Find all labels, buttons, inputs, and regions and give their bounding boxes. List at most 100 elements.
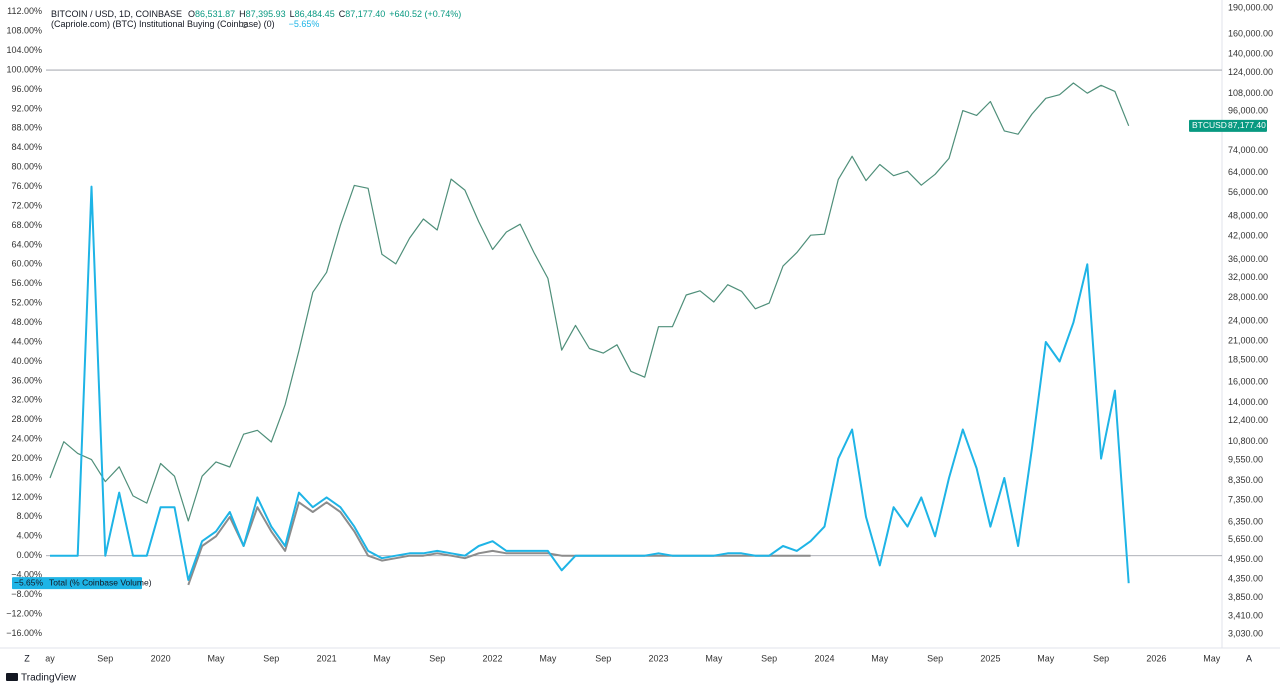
y2-tick-label: 48,000.00 [1228,210,1268,220]
y2-tick-label: 18,500.00 [1228,355,1268,365]
x-tick-label: Sep [927,653,943,663]
x-tick-label: 2022 [483,653,503,663]
x-tick-label: Sep [97,653,113,663]
legend-entry: Total (% Coinbase Volume) [49,577,152,587]
x-tick-label: May [207,653,225,663]
y-tick-label: 36.00% [11,375,42,385]
corner-label: A [1246,653,1252,663]
symbol: BITCOIN / USD, 1D, COINBASE [51,9,182,19]
ohlc-value: 87,177.40 [345,9,385,19]
price-tag-symbol: BTCUSD [1192,120,1227,130]
y2-tick-label: 4,350.00 [1228,574,1263,584]
x-tick-label: Sep [595,653,611,663]
y-tick-label: 92.00% [11,103,42,113]
y2-tick-label: 3,850.00 [1228,592,1263,602]
y-tick-label: −4.00% [11,570,42,580]
y-tick-label: 40.00% [11,356,42,366]
y-tick-label: 56.00% [11,278,42,288]
ohlc-value: 87,395.93 [246,9,286,19]
y2-tick-label: 190,000.00 [1228,2,1273,12]
x-tick-label: Sep [429,653,445,663]
y-tick-label: 108.00% [6,26,42,36]
corner-label: Z [24,653,30,663]
y-tick-label: 68.00% [11,220,42,230]
y-tick-label: 8.00% [16,511,42,521]
y2-tick-label: 160,000.00 [1228,28,1273,38]
indicator-tag [12,577,142,590]
x-tick-label: 2020 [151,653,171,663]
y2-tick-label: 3,030.00 [1228,628,1263,638]
ohlc-value: 86,531.87 [195,9,235,19]
y2-tick-label: 7,350.00 [1228,494,1263,504]
indicator-value: −5.65% [289,19,320,29]
y-tick-label: 20.00% [11,453,42,463]
y-tick-label: 112.00% [7,6,42,16]
y-tick-label: 80.00% [11,162,42,172]
x-tick-label: Sep [263,653,279,663]
x-tick-label: Sep [761,653,777,663]
y2-tick-label: 140,000.00 [1228,49,1273,59]
y2-tick-label: 74,000.00 [1228,145,1268,155]
indicator-icon [242,22,248,28]
y2-tick-label: 56,000.00 [1228,187,1268,197]
indicator-tag-value: −5.65% [14,577,44,587]
series-line [49,82,1130,522]
change: +640.52 (+0.74%) [389,9,461,19]
indicator-name: (Capriole.com) (BTC) Institutional Buyin… [51,19,275,29]
y-tick-label: 52.00% [11,298,42,308]
y2-tick-label: 96,000.00 [1228,106,1268,116]
y-tick-label: 88.00% [11,123,42,133]
x-tick-label: 2025 [980,653,1000,663]
y-tick-label: 4.00% [16,531,42,541]
y-tick-label: 84.00% [11,142,42,152]
y-tick-label: −12.00% [6,608,42,618]
y-tick-label: 28.00% [11,414,42,424]
x-tick-label: 2021 [317,653,337,663]
y2-tick-label: 108,000.00 [1228,88,1273,98]
y2-tick-label: 28,000.00 [1228,292,1268,302]
y2-tick-label: 14,000.00 [1228,397,1268,407]
y-tick-label: 44.00% [11,336,42,346]
y-tick-label: 64.00% [11,239,42,249]
price-tag-value: 87,177.40 [1228,120,1266,130]
x-tick-label: 2023 [649,653,669,663]
y-tick-label: 96.00% [11,84,42,94]
y-tick-label: 12.00% [11,492,42,502]
y2-tick-label: 124,000.00 [1228,67,1273,77]
ohlc-label: H [239,9,246,19]
y-tick-label: −8.00% [11,589,42,599]
y2-tick-label: 4,950.00 [1228,554,1263,564]
y-tick-label: 76.00% [11,181,42,191]
series-line [50,185,1130,584]
y2-tick-label: 3,410.00 [1228,610,1263,620]
y2-tick-label: 24,000.00 [1228,315,1268,325]
y2-tick-label: 6,350.00 [1228,516,1263,526]
ohlc-label: L [290,9,295,19]
y2-tick-label: 8,350.00 [1228,475,1263,485]
y2-tick-label: 42,000.00 [1228,231,1268,241]
x-tick-label: Sep [1093,653,1109,663]
x-tick-label: 2024 [814,653,834,663]
y2-tick-label: 5,650.00 [1228,534,1263,544]
y-tick-label: −16.00% [6,628,42,638]
ohlc-label: O [188,9,195,19]
y-tick-label: 16.00% [11,472,42,482]
y-tick-label: 100.00% [6,64,42,74]
y-tick-label: 72.00% [11,200,42,210]
indicator-line: (Capriole.com) (BTC) Institutional Buyin… [51,19,319,29]
x-tick-label: May [1203,653,1221,663]
y-tick-label: 104.00% [6,45,42,55]
y-tick-label: 60.00% [11,259,42,269]
y-tick-label: 48.00% [11,317,42,327]
ohlc-label: C [339,9,346,19]
y-tick-label: 24.00% [11,434,42,444]
brand-logo [6,673,18,681]
y2-tick-label: 36,000.00 [1228,254,1268,264]
x-tick-label: May [705,653,723,663]
ohlc-value: 86,484.45 [295,9,335,19]
y-tick-label: 32.00% [11,395,42,405]
price-tag [1189,119,1267,132]
